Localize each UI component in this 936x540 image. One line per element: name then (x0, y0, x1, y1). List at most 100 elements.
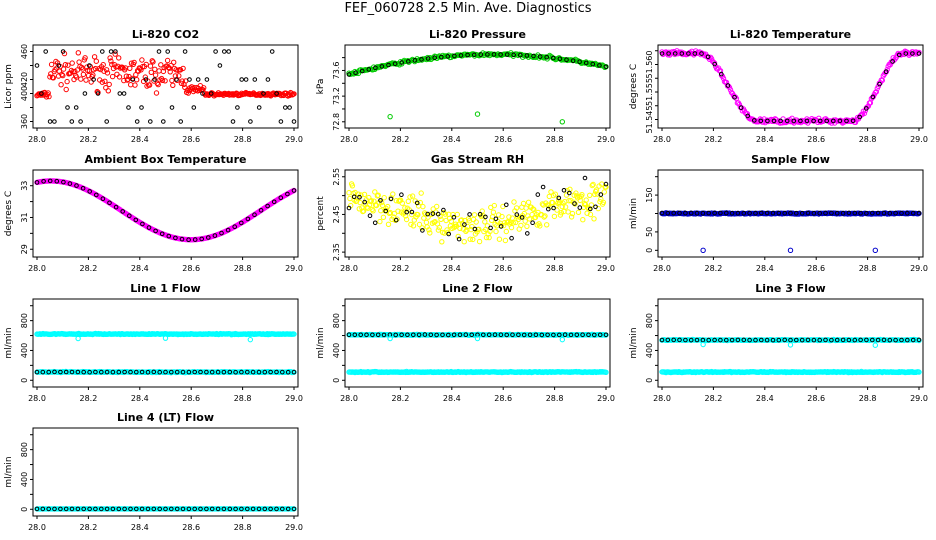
data-point (269, 49, 275, 54)
data-point (699, 51, 704, 56)
data-point (60, 72, 66, 79)
outlier-point (559, 119, 566, 125)
x-tick-label: 29.0 (285, 523, 303, 532)
data-point (569, 210, 576, 217)
data-point (192, 506, 197, 512)
data-point (186, 237, 191, 242)
outlier-point (247, 336, 254, 343)
data-point (593, 204, 598, 210)
data-point (60, 66, 67, 72)
data-point (577, 205, 583, 210)
data-point (407, 194, 413, 200)
data-point (470, 236, 476, 243)
data-point (99, 79, 106, 85)
x-tick-label: 28.0 (28, 135, 46, 144)
data-point (700, 210, 706, 216)
data-point (514, 212, 520, 217)
data-point (280, 369, 285, 375)
data-point (438, 216, 444, 223)
data-point (884, 66, 890, 73)
data-point (206, 235, 211, 240)
data-point (158, 62, 164, 68)
data-point (40, 506, 46, 512)
data-point (417, 199, 423, 206)
plot-frame (657, 44, 924, 129)
data-point (92, 65, 99, 72)
x-tick-label: 28.6 (182, 135, 200, 144)
y-tick-label: 0 (645, 378, 654, 383)
data-point (61, 179, 66, 185)
data-point (455, 233, 461, 240)
y-tick-label: 50 (645, 227, 654, 237)
data-point (351, 194, 357, 200)
data-point (551, 205, 556, 211)
y-tick-label: 51.555 (645, 78, 654, 106)
data-point (544, 54, 550, 60)
data-point (745, 113, 751, 119)
data-point (287, 105, 292, 110)
data-point (518, 52, 523, 58)
series-line-1-avg- (34, 369, 297, 375)
x-tick-label: 28.2 (391, 135, 409, 144)
data-point (411, 332, 416, 338)
data-point (747, 337, 752, 343)
x-tick-label: 28.0 (653, 394, 671, 403)
y-tick-label: 0 (20, 378, 29, 383)
x-tick-label: 28.0 (28, 264, 46, 273)
data-point (511, 199, 517, 205)
data-point (375, 192, 381, 198)
data-point (359, 68, 365, 74)
data-point (465, 52, 470, 58)
data-point (719, 71, 724, 77)
data-point (592, 191, 598, 198)
data-point (291, 188, 297, 193)
data-point (116, 369, 122, 375)
data-point (122, 369, 127, 375)
data-point (562, 204, 569, 210)
plot-frame (657, 298, 924, 388)
data-point (187, 77, 192, 82)
series-ambient-scan- (34, 178, 297, 243)
panel-title: Line 1 Flow (130, 282, 200, 295)
data-point (239, 77, 244, 82)
data-point (399, 60, 405, 65)
y-tick-label: 2.35 (332, 243, 341, 261)
panel-title: Ambient Box Temperature (85, 153, 247, 166)
data-point (406, 59, 411, 64)
x-tick-label: 28.6 (494, 135, 512, 144)
x-tick-label: 29.0 (910, 394, 928, 403)
panel-line4: Line 4 (LT) Flow ml/min 28.0 28.2 28.4 28.6 28… (4, 411, 303, 532)
data-point (457, 332, 463, 338)
data-point (588, 206, 593, 212)
data-point (151, 369, 157, 375)
x-tick-label: 28.0 (340, 394, 358, 403)
data-point (262, 369, 268, 375)
x-tick-label: 28.8 (234, 135, 252, 144)
data-point (192, 369, 197, 375)
data-point (356, 206, 362, 212)
data-point (729, 337, 735, 343)
data-point (88, 79, 94, 85)
data-point (587, 211, 594, 218)
data-point (200, 91, 205, 96)
panel-line1: Line 1 Flow ml/min 28.0 28.2 28.4 28.6 28.8 29.… (4, 282, 303, 403)
data-point (486, 234, 492, 241)
data-point (113, 204, 119, 210)
data-point (572, 201, 577, 206)
data-point (143, 77, 149, 82)
data-point (90, 72, 96, 78)
data-point (150, 59, 156, 65)
data-point (349, 183, 356, 189)
data-point (399, 192, 404, 197)
data-point (285, 191, 290, 197)
data-point (192, 237, 198, 242)
panel-title: Li-820 CO2 (132, 28, 199, 41)
data-point (388, 196, 394, 202)
data-point (73, 105, 79, 110)
data-point (229, 92, 235, 98)
data-point (858, 337, 863, 343)
data-point (108, 58, 114, 64)
data-point (243, 77, 249, 82)
x-tick-label: 28.6 (807, 264, 825, 273)
